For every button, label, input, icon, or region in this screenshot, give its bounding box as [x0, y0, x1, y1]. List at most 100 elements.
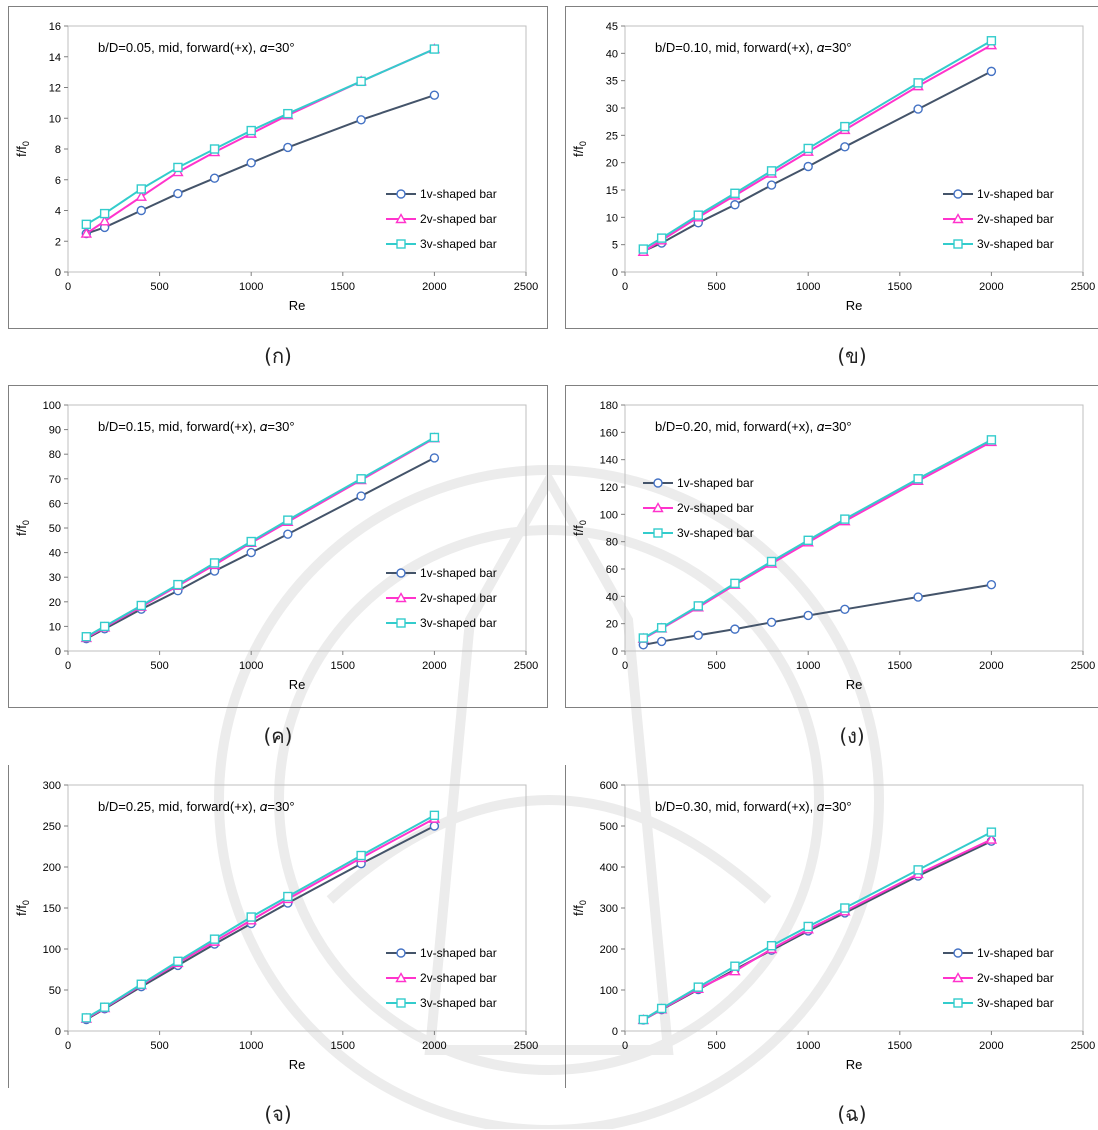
data-point: [840, 903, 850, 913]
x-tick-label: 0: [622, 1040, 628, 1052]
x-tick-label: 2500: [1071, 660, 1095, 672]
chart-frame: [565, 385, 1098, 708]
x-tick-label: 2000: [979, 660, 1003, 672]
data-point: [803, 610, 813, 621]
legend-label: 1v-shaped bar: [677, 476, 754, 490]
y-tick-label: 0: [55, 646, 61, 658]
chart-caption-f: (ฉ): [837, 1102, 867, 1126]
legend-label: 1v-shaped bar: [420, 946, 497, 960]
data-point: [766, 166, 777, 176]
data-point: [246, 125, 256, 136]
y-tick-label: 30: [49, 572, 61, 584]
chart-annotation: b/D=0.05, mid, forward(+x), 𝛼=30°: [98, 40, 295, 55]
legend-label: 3v-shaped bar: [420, 996, 497, 1010]
data-point: [986, 66, 997, 77]
data-point: [913, 865, 923, 875]
x-tick-label: 500: [150, 1040, 168, 1052]
data-point: [656, 1003, 667, 1014]
y-tick-label: 4: [55, 206, 61, 218]
y-tick-label: 40: [49, 548, 61, 560]
legend-label: 1v-shaped bar: [420, 187, 497, 201]
y-tick-label: 50: [49, 523, 61, 535]
series-1: [81, 453, 440, 644]
x-tick-label: 2500: [1071, 1040, 1095, 1052]
series-3: [81, 44, 440, 230]
data-point: [209, 144, 220, 154]
y-tick-label: 25: [606, 130, 618, 142]
y-tick-label: 12: [49, 83, 61, 95]
y-tick-label: 0: [612, 1026, 618, 1038]
data-point: [283, 891, 293, 902]
data-point: [653, 528, 663, 538]
series-1: [638, 580, 997, 650]
data-point: [136, 205, 146, 216]
data-point: [173, 956, 183, 967]
chart-frame: [565, 6, 1098, 329]
chart-caption-a: (ก): [264, 344, 292, 368]
chart-caption-d: (ง): [839, 724, 865, 748]
data-point: [986, 36, 997, 46]
data-point: [81, 219, 92, 230]
legend-label: 2v-shaped bar: [977, 212, 1054, 226]
legend-entry: 3v-shaped bar: [643, 526, 754, 540]
data-point: [803, 921, 813, 932]
x-tick-label: 1000: [796, 660, 820, 672]
chart-panel-e: 0 50 100 150 200 250 300 0 500 1000 1500 2000 2500 Re…: [8, 765, 548, 1093]
x-tick-label: 1000: [239, 660, 263, 672]
y-tick-label: 45: [606, 21, 618, 33]
y-tick-label: 10: [606, 212, 618, 224]
series-3: [638, 36, 997, 254]
y-tick-label: 250: [43, 821, 61, 833]
legend-label: 3v-shaped bar: [977, 996, 1054, 1010]
chart-frame: [8, 765, 548, 1088]
legend-entry: 3v-shaped bar: [386, 616, 497, 630]
x-tick-label: 2000: [979, 1040, 1003, 1052]
x-tick-label: 0: [622, 281, 628, 293]
y-tick-label: 120: [600, 482, 618, 494]
data-point: [173, 579, 183, 590]
data-point: [283, 515, 293, 525]
data-point: [730, 624, 740, 634]
x-tick-label: 1500: [888, 660, 912, 672]
data-point: [913, 104, 923, 114]
y-axis-label-subscript: 0: [21, 141, 31, 146]
data-point: [840, 121, 850, 132]
chart-frame: [8, 6, 548, 329]
data-point: [396, 568, 406, 578]
y-tick-label: 0: [55, 267, 61, 279]
data-point: [283, 529, 293, 539]
x-tick-label: 2500: [514, 1040, 538, 1052]
plot-area: [624, 25, 1084, 273]
data-point: [840, 604, 850, 615]
data-point: [766, 617, 777, 628]
legend-label: 3v-shaped bar: [420, 616, 497, 630]
legend-label: 2v-shaped bar: [977, 971, 1054, 985]
data-point: [396, 239, 406, 249]
data-point: [246, 158, 256, 168]
data-point: [429, 432, 440, 443]
data-point: [730, 188, 740, 198]
data-point: [953, 948, 963, 958]
y-tick-label: 16: [49, 21, 61, 33]
x-tick-label: 500: [707, 660, 725, 672]
x-axis-label: Re: [846, 1057, 863, 1072]
series-3: [81, 810, 440, 1023]
y-tick-label: 0: [612, 267, 618, 279]
data-point: [209, 934, 220, 944]
legend-entry: 2v-shaped bar: [943, 212, 1054, 226]
data-point: [656, 636, 667, 647]
data-point: [766, 941, 777, 951]
y-tick-label: 20: [606, 158, 618, 170]
y-tick-label: 40: [606, 591, 618, 603]
y-tick-label: 140: [600, 455, 618, 467]
x-tick-label: 1500: [888, 1040, 912, 1052]
data-point: [80, 227, 93, 238]
legend-entry: 1v-shaped bar: [386, 946, 497, 960]
y-tick-label: 30: [606, 103, 618, 115]
data-point: [396, 998, 406, 1008]
x-tick-label: 2000: [422, 1040, 446, 1052]
data-point: [986, 580, 997, 590]
legend-label: 2v-shaped bar: [420, 212, 497, 226]
legend-entry: 2v-shaped bar: [643, 501, 754, 515]
